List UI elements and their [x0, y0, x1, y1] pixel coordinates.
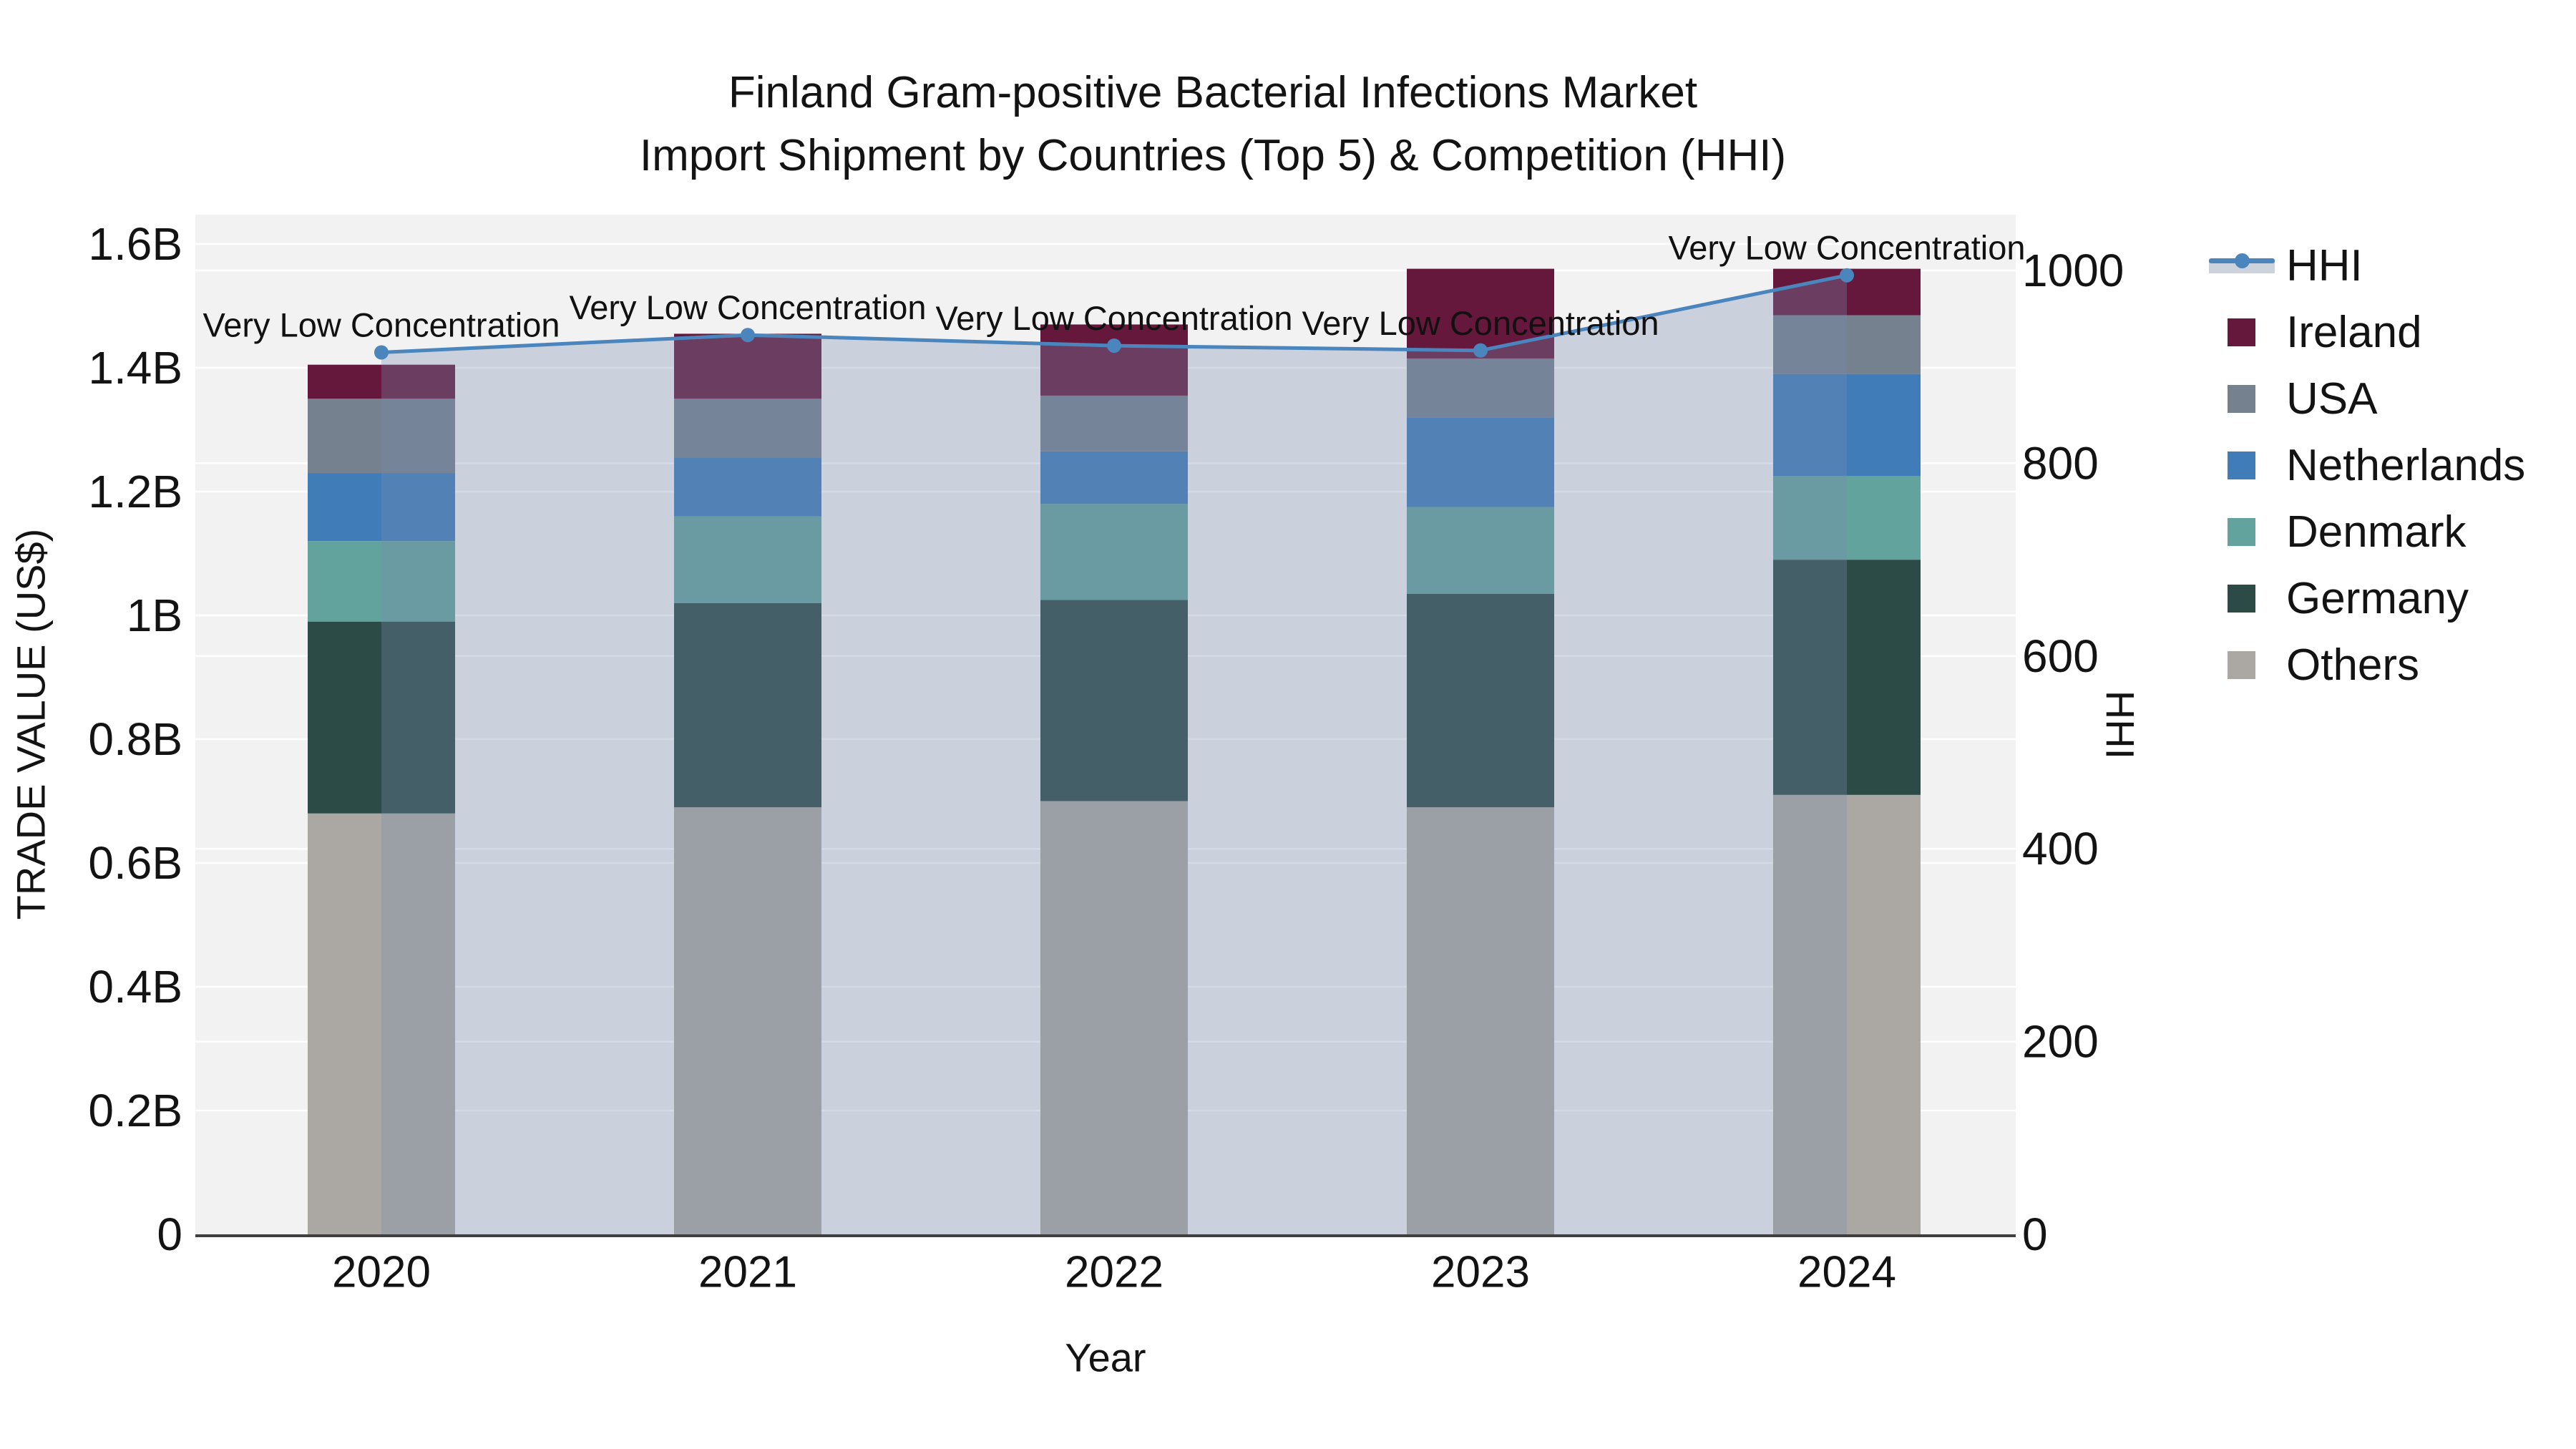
y-left-tick-1.4B: 1.4B — [88, 342, 182, 394]
bar-segment-germany-2020[interactable] — [308, 621, 455, 814]
hhi-marker-glyph — [2235, 253, 2250, 268]
ireland-color-swatch — [2228, 318, 2255, 346]
hhi-marker-2023[interactable] — [1473, 343, 1488, 358]
hhi-area-fill — [381, 275, 1847, 1235]
y-left-tick-1.6B: 1.6B — [88, 218, 182, 270]
bar-segment-usa-2021[interactable] — [674, 399, 821, 458]
hhi-line-swatch-icon — [2209, 233, 2275, 299]
y-axis-title-left: TRADE VALUE (US$) — [8, 528, 54, 920]
bar-segment-germany-2021[interactable] — [674, 602, 821, 808]
bar-segment-ireland-2020[interactable] — [308, 364, 455, 399]
netherlands-swatch-icon — [2209, 432, 2275, 499]
legend-item-others[interactable]: Others — [2209, 632, 2567, 698]
legend-label-others: Others — [2286, 640, 2420, 690]
legend-item-netherlands[interactable]: Netherlands — [2209, 432, 2567, 499]
germany-swatch-icon — [2209, 565, 2275, 632]
usa-swatch-icon — [2209, 366, 2275, 432]
legend-item-ireland[interactable]: Ireland — [2209, 299, 2567, 366]
bar-segment-germany-2023[interactable] — [1407, 593, 1554, 808]
bar-segment-others-2022[interactable] — [1040, 801, 1188, 1235]
legend-item-usa[interactable]: USA — [2209, 366, 2567, 432]
x-axis-title: Year — [1065, 1335, 1146, 1380]
netherlands-color-swatch — [2228, 452, 2255, 479]
y-left-tick-0.6B: 0.6B — [88, 837, 182, 889]
x-tick-2024: 2024 — [1797, 1248, 1896, 1297]
bar-segment-germany-2024[interactable] — [1773, 560, 1921, 795]
bar-segment-denmark-2024[interactable] — [1773, 476, 1921, 560]
others-color-swatch — [2228, 651, 2255, 679]
denmark-swatch-icon — [2209, 499, 2275, 565]
chart-title-line1: Finland Gram-positive Bacterial Infectio… — [728, 68, 1698, 117]
y-left-tick-0.8B: 0.8B — [88, 713, 182, 765]
bar-segment-denmark-2023[interactable] — [1407, 507, 1554, 594]
legend-item-hhi[interactable]: HHI — [2209, 233, 2567, 299]
bar-segment-usa-2024[interactable] — [1773, 315, 1921, 374]
y-left-tick-0.4B: 0.4B — [88, 961, 182, 1013]
chart-title: Finland Gram-positive Bacterial Infectio… — [640, 62, 1786, 187]
annotation-2024: Very Low Concentration — [1668, 229, 2025, 267]
y-right-tick-400: 400 — [2022, 823, 2099, 874]
bar-segment-usa-2023[interactable] — [1407, 358, 1554, 418]
bar-segment-netherlands-2023[interactable] — [1407, 417, 1554, 507]
bar-segment-others-2023[interactable] — [1407, 807, 1554, 1234]
bar-segment-others-2020[interactable] — [308, 813, 455, 1234]
legend-label-germany: Germany — [2286, 574, 2469, 623]
hhi-marker-2021[interactable] — [741, 328, 755, 343]
chart-title-line2: Import Shipment by Countries (Top 5) & C… — [639, 131, 1787, 180]
x-tick-2023: 2023 — [1431, 1248, 1530, 1297]
legend-label-netherlands: Netherlands — [2286, 441, 2526, 490]
legend-label-hhi: HHI — [2286, 241, 2363, 291]
y-right-tick-600: 600 — [2022, 630, 2099, 682]
usa-color-swatch — [2228, 385, 2255, 413]
bar-segment-denmark-2022[interactable] — [1040, 504, 1188, 600]
y-right-tick-800: 800 — [2022, 437, 2099, 489]
hhi-marker-2022[interactable] — [1107, 338, 1121, 353]
legend-label-ireland: Ireland — [2286, 308, 2422, 357]
legend: HHI Ireland USA Netherlands Denmark Germany Ot… — [2209, 233, 2567, 698]
denmark-color-swatch — [2228, 518, 2255, 546]
y-left-tick-0.2B: 0.2B — [88, 1085, 182, 1136]
annotation-2023: Very Low Concentration — [1302, 304, 1659, 342]
bar-segment-netherlands-2022[interactable] — [1040, 451, 1188, 504]
bar-segment-ireland-2022[interactable] — [1040, 324, 1188, 396]
legend-label-denmark: Denmark — [2286, 507, 2467, 557]
bar-segment-others-2024[interactable] — [1773, 794, 1921, 1234]
bar-segment-usa-2020[interactable] — [308, 399, 455, 474]
legend-item-germany[interactable]: Germany — [2209, 565, 2567, 632]
bar-segment-others-2021[interactable] — [674, 807, 821, 1234]
x-tick-2020: 2020 — [332, 1248, 431, 1297]
legend-item-denmark[interactable]: Denmark — [2209, 499, 2567, 565]
annotation-2021: Very Low Concentration — [569, 288, 926, 326]
hhi-marker-2024[interactable] — [1840, 268, 1854, 283]
y-right-tick-0: 0 — [2022, 1209, 2048, 1260]
y-left-tick-1.2B: 1.2B — [88, 466, 182, 517]
bar-segment-denmark-2021[interactable] — [674, 516, 821, 603]
y-right-tick-1000: 1000 — [2022, 245, 2124, 296]
y-axis-title-right: HHI — [2097, 690, 2143, 760]
x-tick-2021: 2021 — [698, 1248, 797, 1297]
y-left-tick-0: 0 — [157, 1209, 182, 1260]
bar-segment-usa-2022[interactable] — [1040, 395, 1188, 452]
y-right-tick-200: 200 — [2022, 1016, 2099, 1068]
germany-color-swatch — [2228, 585, 2255, 613]
bar-segment-germany-2022[interactable] — [1040, 600, 1188, 801]
hhi-marker-2020[interactable] — [374, 345, 389, 360]
annotation-2022: Very Low Concentration — [935, 299, 1292, 337]
bar-segment-netherlands-2024[interactable] — [1773, 374, 1921, 477]
ireland-swatch-icon — [2209, 299, 2275, 366]
y-left-tick-1B: 1B — [127, 590, 182, 641]
legend-label-usa: USA — [2286, 374, 2378, 424]
annotation-2020: Very Low Concentration — [203, 306, 560, 344]
bar-segment-netherlands-2020[interactable] — [308, 473, 455, 542]
bar-segment-netherlands-2021[interactable] — [674, 457, 821, 517]
x-tick-2022: 2022 — [1065, 1248, 1163, 1297]
others-swatch-icon — [2209, 632, 2275, 698]
bar-segment-denmark-2020[interactable] — [308, 541, 455, 622]
bar-segment-ireland-2021[interactable] — [674, 333, 821, 399]
